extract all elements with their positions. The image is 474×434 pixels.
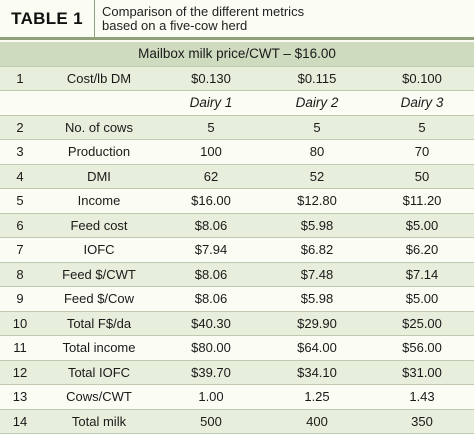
cell-value: $11.20: [370, 188, 474, 214]
row-label: Total F$/da: [40, 311, 158, 336]
cell-value: 52: [264, 164, 370, 189]
row-number: 7: [0, 237, 40, 263]
cell-value: $7.94: [158, 237, 264, 263]
row-label: Income: [40, 188, 158, 214]
cell-value: $12.80: [264, 188, 370, 214]
table-row: 8 Feed $/CWT $8.06 $7.48 $7.14: [0, 262, 474, 287]
row-number: 2: [0, 115, 40, 140]
table-row: 9 Feed $/Cow $8.06 $5.98 $5.00: [0, 286, 474, 312]
cell-value: 62: [158, 164, 264, 189]
row-label: Cows/CWT: [40, 384, 158, 410]
cell-value: $25.00: [370, 311, 474, 336]
row-number: 9: [0, 286, 40, 312]
table-row: 13 Cows/CWT 1.00 1.25 1.43: [0, 384, 474, 410]
cell-value: 350: [370, 409, 474, 434]
dairy-header-row: Dairy 1 Dairy 2 Dairy 3: [0, 90, 474, 116]
cell-value: 5: [370, 115, 474, 140]
empty-cell: [40, 90, 158, 116]
table-header: TABLE 1 Comparison of the different metr…: [0, 0, 474, 40]
row-number: 8: [0, 262, 40, 287]
cell-value: $29.90: [264, 311, 370, 336]
cell-value: $0.115: [264, 66, 370, 91]
row-number: 14: [0, 409, 40, 434]
cell-value: 5: [158, 115, 264, 140]
row-number: 10: [0, 311, 40, 336]
cell-value: 1.43: [370, 384, 474, 410]
cell-value: 400: [264, 409, 370, 434]
row-label: Cost/lb DM: [40, 66, 158, 91]
cell-value: $39.70: [158, 360, 264, 385]
cell-value: $5.98: [264, 213, 370, 238]
cell-value: $16.00: [158, 188, 264, 214]
cell-value: $8.06: [158, 262, 264, 287]
cell-value: $56.00: [370, 335, 474, 361]
cell-value: 100: [158, 139, 264, 165]
row-number: 6: [0, 213, 40, 238]
cell-value: 70: [370, 139, 474, 165]
cell-value: $5.98: [264, 286, 370, 312]
column-header-dairy: Dairy 1: [158, 90, 264, 116]
cell-value: $80.00: [158, 335, 264, 361]
column-header-dairy: Dairy 2: [264, 90, 370, 116]
row-label: Total IOFC: [40, 360, 158, 385]
cell-value: $5.00: [370, 213, 474, 238]
row-number: 3: [0, 139, 40, 165]
cell-value: $31.00: [370, 360, 474, 385]
row-label: Total income: [40, 335, 158, 361]
cell-value: $7.48: [264, 262, 370, 287]
cell-value: 80: [264, 139, 370, 165]
table-row: 10 Total F$/da $40.30 $29.90 $25.00: [0, 311, 474, 336]
row-label: Total milk: [40, 409, 158, 434]
caption-line: based on a five-cow herd: [102, 18, 248, 33]
metrics-table: Mailbox milk price/CWT – $16.00 1 Cost/l…: [0, 42, 474, 434]
cell-value: $64.00: [264, 335, 370, 361]
cell-value: $6.82: [264, 237, 370, 263]
cell-value: $0.130: [158, 66, 264, 91]
row-number: 5: [0, 188, 40, 214]
mailbox-price-row: Mailbox milk price/CWT – $16.00: [0, 42, 474, 67]
table-row: 14 Total milk 500 400 350: [0, 409, 474, 434]
row-label: DMI: [40, 164, 158, 189]
table-row: 11 Total income $80.00 $64.00 $56.00: [0, 335, 474, 361]
cell-value: $34.10: [264, 360, 370, 385]
row-label: IOFC: [40, 237, 158, 263]
cell-value: $5.00: [370, 286, 474, 312]
row-label: Production: [40, 139, 158, 165]
cell-value: $7.14: [370, 262, 474, 287]
table-row: 6 Feed cost $8.06 $5.98 $5.00: [0, 213, 474, 238]
cell-value: 1.25: [264, 384, 370, 410]
table-row: 4 DMI 62 52 50: [0, 164, 474, 189]
table-label: TABLE 1: [0, 0, 95, 37]
row-number: 1: [0, 66, 40, 91]
row-label: Feed $/CWT: [40, 262, 158, 287]
table-row: 7 IOFC $7.94 $6.82 $6.20: [0, 237, 474, 263]
row-label: Feed $/Cow: [40, 286, 158, 312]
cell-value: 500: [158, 409, 264, 434]
mailbox-price: Mailbox milk price/CWT – $16.00: [0, 42, 474, 67]
table-row: 2 No. of cows 5 5 5: [0, 115, 474, 140]
table-caption: Comparison of the different metrics base…: [95, 0, 474, 37]
empty-cell: [0, 90, 40, 116]
table-row: 1 Cost/lb DM $0.130 $0.115 $0.100: [0, 66, 474, 91]
table-row: 12 Total IOFC $39.70 $34.10 $31.00: [0, 360, 474, 385]
row-number: 4: [0, 164, 40, 189]
caption-line: Comparison of the different metrics: [102, 4, 305, 19]
cell-value: 50: [370, 164, 474, 189]
cell-value: $0.100: [370, 66, 474, 91]
cell-value: $8.06: [158, 213, 264, 238]
cell-value: $6.20: [370, 237, 474, 263]
cell-value: $8.06: [158, 286, 264, 312]
column-header-dairy: Dairy 3: [370, 90, 474, 116]
row-label: Feed cost: [40, 213, 158, 238]
row-label: No. of cows: [40, 115, 158, 140]
row-number: 13: [0, 384, 40, 410]
row-number: 11: [0, 335, 40, 361]
cell-value: $40.30: [158, 311, 264, 336]
cell-value: 1.00: [158, 384, 264, 410]
cell-value: 5: [264, 115, 370, 140]
table-row: 3 Production 100 80 70: [0, 139, 474, 165]
row-number: 12: [0, 360, 40, 385]
table-row: 5 Income $16.00 $12.80 $11.20: [0, 188, 474, 214]
